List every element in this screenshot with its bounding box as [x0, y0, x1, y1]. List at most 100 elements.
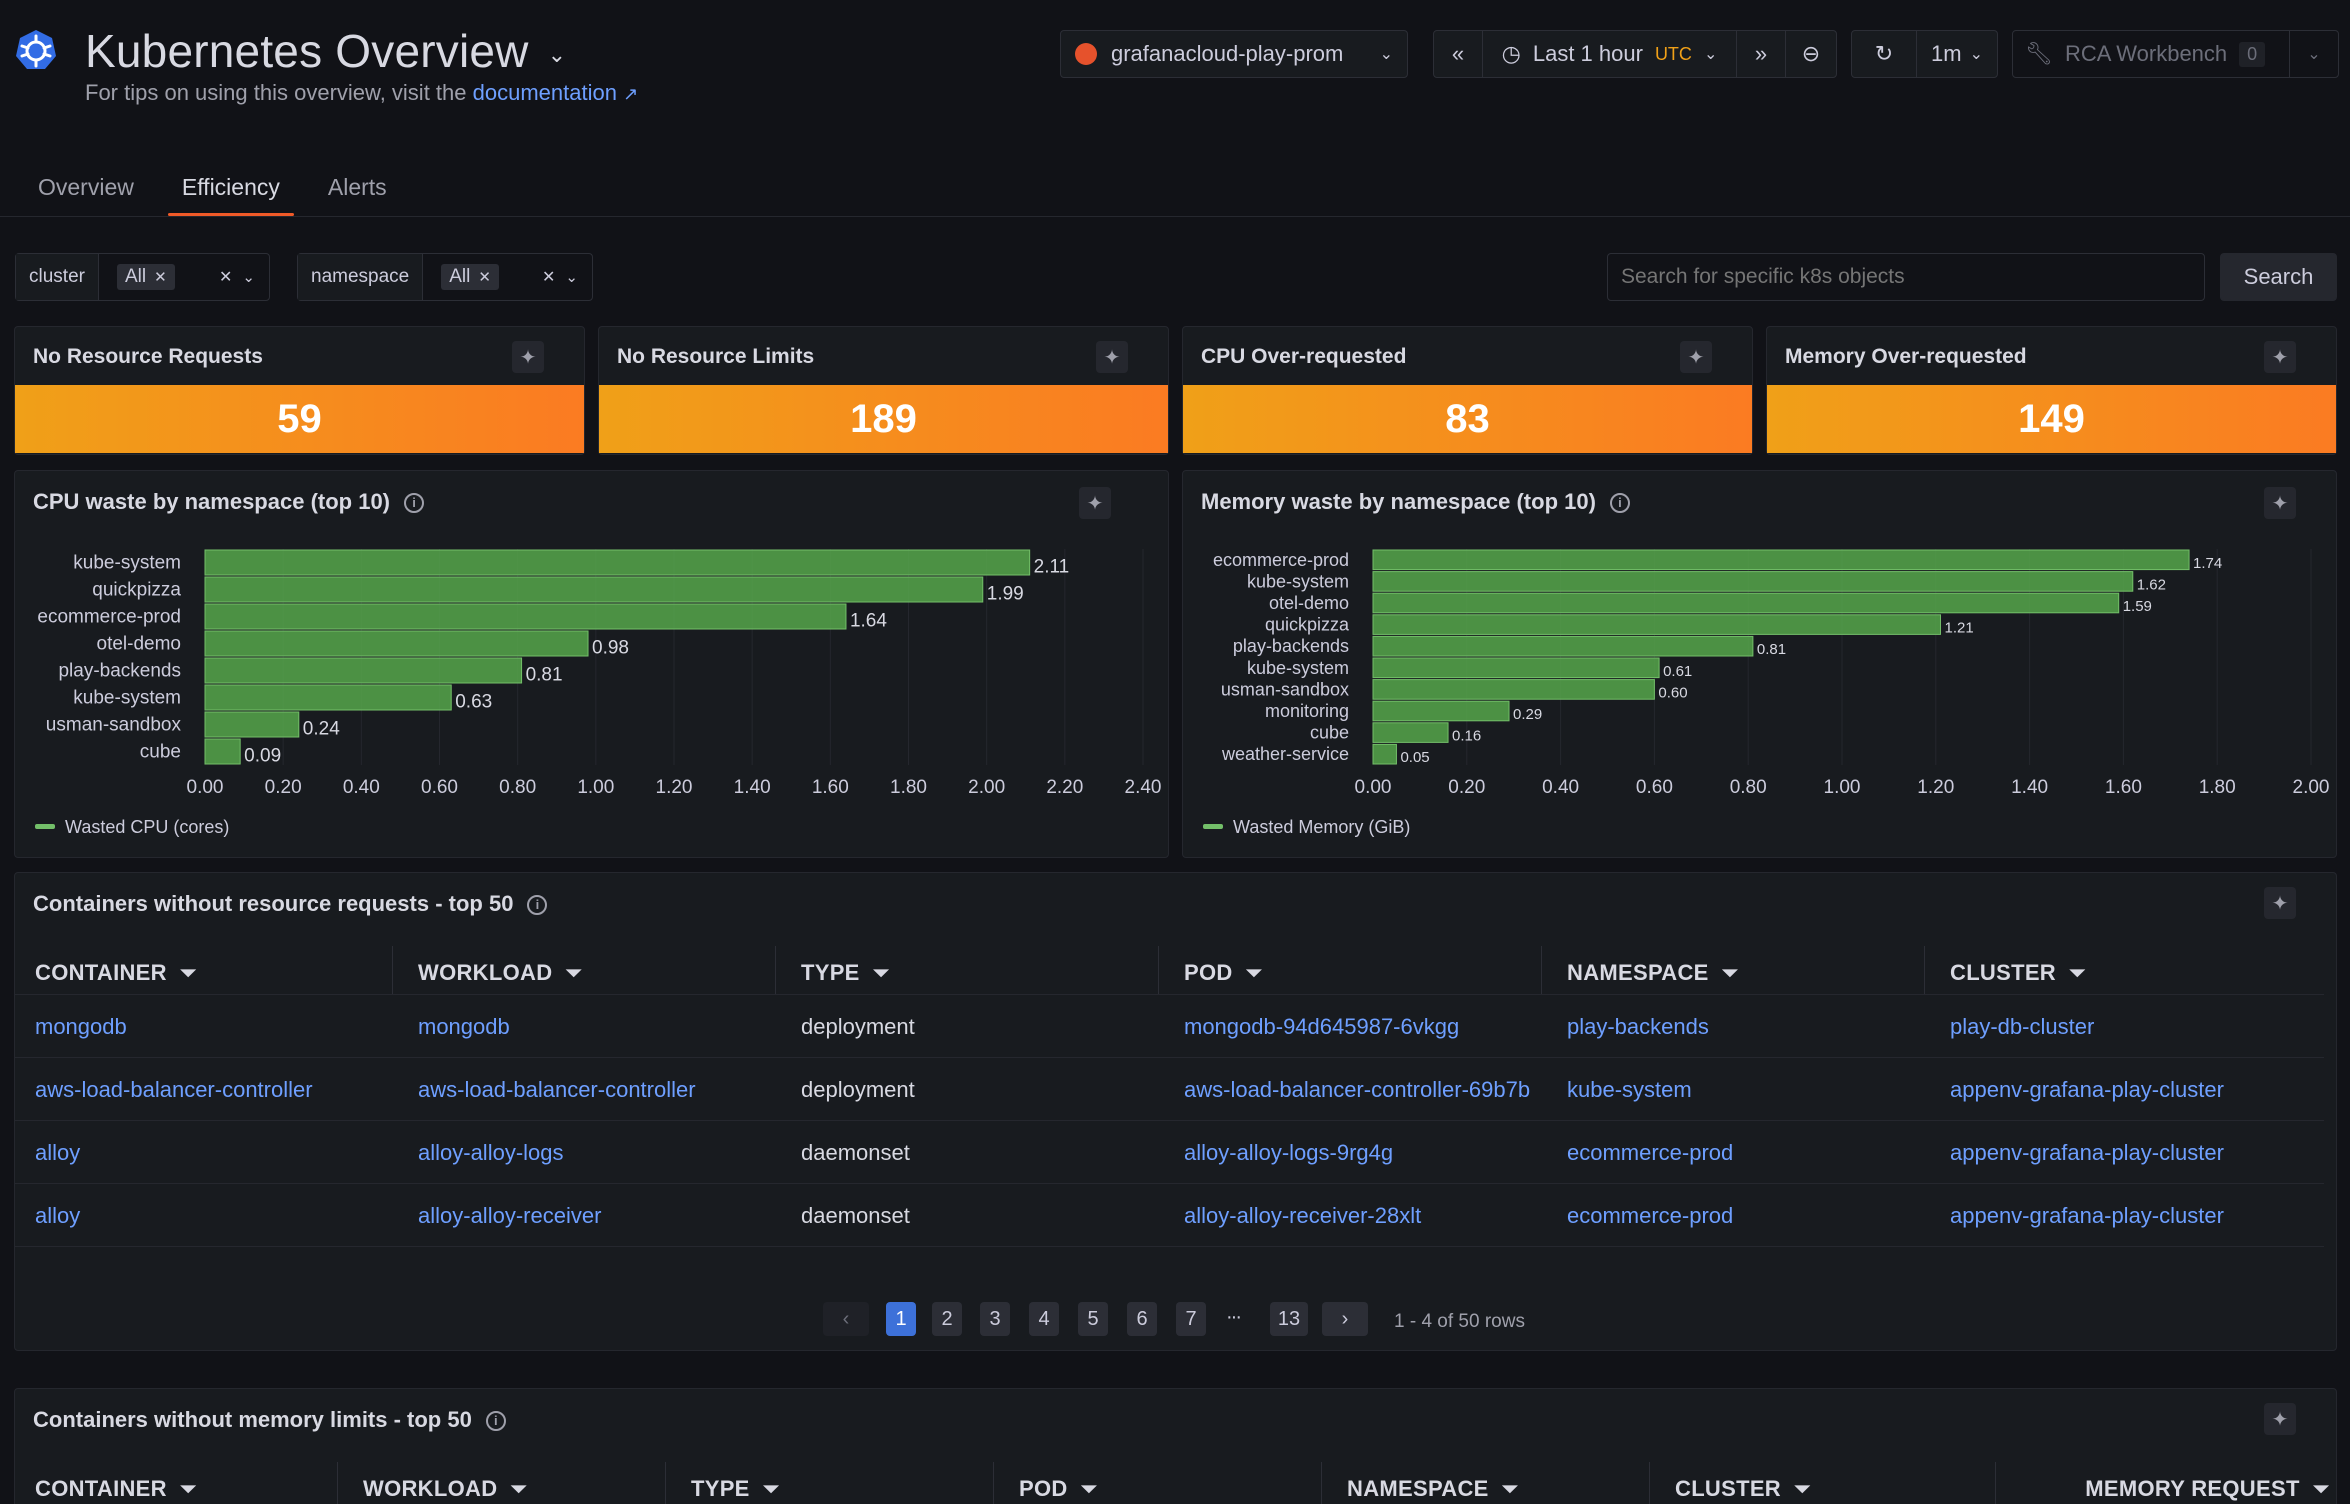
filter-icon[interactable]: ⏷: [755, 1476, 780, 1501]
column-divider[interactable]: [337, 1462, 338, 1504]
bar[interactable]: [1372, 549, 2190, 571]
clear-icon[interactable]: ✕: [219, 269, 233, 286]
rca-workbench-button[interactable]: 🔧︎ RCA Workbench 0: [2012, 30, 2290, 78]
column-divider[interactable]: [1321, 1462, 1322, 1504]
page-button-6[interactable]: 6: [1127, 1302, 1157, 1336]
namespace-filter[interactable]: namespace All ✕ ✕ ⌄: [297, 253, 593, 301]
tab-overview[interactable]: Overview: [38, 174, 134, 200]
filter-icon[interactable]: ⏷: [1787, 1476, 1812, 1501]
table-cell-link[interactable]: play-db-cluster: [1950, 1014, 2095, 1039]
legend-label[interactable]: Wasted CPU (cores): [65, 817, 229, 837]
column-divider[interactable]: [1158, 946, 1159, 994]
refresh-interval-picker[interactable]: 1m ⌄: [1916, 30, 1998, 78]
page-button-7[interactable]: 7: [1176, 1302, 1206, 1336]
table-cell-link[interactable]: mongodb: [418, 1014, 510, 1039]
table-cell-link[interactable]: play-backends: [1567, 1014, 1709, 1039]
table-cell-link[interactable]: alloy-alloy-receiver: [418, 1203, 602, 1228]
zoom-out-button[interactable]: ⊖: [1785, 30, 1837, 78]
table-cell-link[interactable]: aws-load-balancer-controller: [35, 1077, 313, 1102]
sparkle-icon[interactable]: ✦: [2264, 887, 2296, 919]
legend-label[interactable]: Wasted Memory (GiB): [1233, 817, 1410, 837]
remove-icon[interactable]: ✕: [478, 269, 491, 286]
next-page-button[interactable]: ›: [1322, 1302, 1368, 1336]
bar[interactable]: [204, 630, 589, 657]
info-icon[interactable]: i: [485, 1411, 506, 1432]
column-header[interactable]: WORKLOAD ⏷: [418, 960, 583, 985]
column-divider[interactable]: [993, 1462, 994, 1504]
table-cell-link[interactable]: alloy: [35, 1140, 81, 1165]
sparkle-icon[interactable]: ✦: [2264, 341, 2296, 373]
bar[interactable]: [1372, 722, 1449, 743]
legend-swatch[interactable]: [35, 824, 55, 829]
column-divider[interactable]: [1541, 946, 1542, 994]
time-shift-back-button[interactable]: «: [1433, 30, 1483, 78]
table-cell-link[interactable]: ecommerce-prod: [1567, 1203, 1734, 1228]
bar[interactable]: [1372, 743, 1397, 765]
filter-icon[interactable]: ⏷: [503, 1476, 528, 1501]
bar[interactable]: [204, 549, 1031, 576]
bar[interactable]: [1372, 700, 1510, 722]
search-button[interactable]: Search: [2220, 253, 2337, 301]
page-button-5[interactable]: 5: [1078, 1302, 1108, 1336]
page-button-4[interactable]: 4: [1029, 1302, 1059, 1336]
bar[interactable]: [204, 684, 452, 711]
page-button-1[interactable]: 1: [886, 1302, 916, 1336]
table-cell-link[interactable]: alloy-alloy-receiver-28xlt: [1184, 1203, 1422, 1228]
refresh-button[interactable]: ↻: [1851, 30, 1917, 78]
sparkle-icon[interactable]: ✦: [1096, 341, 1128, 373]
chevron-down-icon[interactable]: ⌄: [565, 269, 578, 286]
table-cell-link[interactable]: aws-load-balancer-controller: [418, 1077, 696, 1102]
clear-icon[interactable]: ✕: [542, 269, 556, 286]
filter-icon[interactable]: ⏷: [172, 960, 198, 985]
table-cell-link[interactable]: alloy: [35, 1203, 81, 1228]
bar[interactable]: [1372, 635, 1754, 657]
page-button-3[interactable]: 3: [980, 1302, 1010, 1336]
table-cell-link[interactable]: alloy-alloy-logs-9rg4g: [1184, 1140, 1394, 1165]
datasource-picker[interactable]: grafanacloud-play-prom ⌄: [1060, 30, 1408, 78]
remove-icon[interactable]: ✕: [154, 269, 167, 286]
table-cell-link[interactable]: kube-system: [1567, 1077, 1692, 1102]
time-shift-forward-button[interactable]: »: [1736, 30, 1786, 78]
column-header[interactable]: MEMORY REQUEST ⏷: [2085, 1476, 2330, 1501]
column-divider[interactable]: [1924, 946, 1925, 994]
table-cell-link[interactable]: appenv-grafana-play-cluster: [1950, 1077, 2224, 1102]
column-header[interactable]: NAMESPACE ⏷: [1567, 960, 1739, 985]
column-divider[interactable]: [392, 946, 393, 994]
column-header[interactable]: POD ⏷: [1019, 1476, 1098, 1501]
k8s-search-input[interactable]: [1607, 253, 2205, 301]
filter-icon[interactable]: ⏷: [1494, 1476, 1519, 1501]
column-header[interactable]: CLUSTER ⏷: [1950, 960, 2087, 985]
bar[interactable]: [204, 657, 523, 684]
filter-icon[interactable]: ⏷: [172, 1476, 198, 1501]
bar[interactable]: [1372, 679, 1655, 700]
table-cell-link[interactable]: appenv-grafana-play-cluster: [1950, 1203, 2224, 1228]
prev-page-button[interactable]: ‹: [823, 1302, 869, 1336]
column-header[interactable]: CONTAINER ⏷: [35, 960, 198, 985]
info-icon[interactable]: i: [404, 493, 425, 514]
column-header[interactable]: CLUSTER ⏷: [1675, 1476, 1812, 1501]
chevron-down-icon[interactable]: ⌄: [547, 41, 567, 67]
table-cell-link[interactable]: ecommerce-prod: [1567, 1140, 1734, 1165]
bar[interactable]: [1372, 614, 1941, 635]
sparkle-icon[interactable]: ✦: [2264, 1403, 2296, 1435]
filter-icon[interactable]: ⏷: [865, 960, 890, 985]
column-header[interactable]: TYPE ⏷: [691, 1476, 780, 1501]
bar[interactable]: [1372, 657, 1660, 679]
column-header[interactable]: CONTAINER ⏷: [35, 1476, 198, 1501]
bar[interactable]: [1372, 571, 2134, 592]
tab-efficiency[interactable]: Efficiency: [158, 160, 304, 216]
bar[interactable]: [204, 603, 847, 630]
info-icon[interactable]: i: [1609, 493, 1630, 514]
bar[interactable]: [204, 576, 984, 603]
column-divider[interactable]: [1649, 1462, 1650, 1504]
filter-icon[interactable]: ⏷: [1073, 1476, 1098, 1501]
table-cell-link[interactable]: mongodb-94d645987-6vkgg: [1184, 1014, 1460, 1039]
bar[interactable]: [204, 738, 241, 765]
bar[interactable]: [1372, 592, 2120, 614]
sparkle-icon[interactable]: ✦: [1680, 341, 1712, 373]
sparkle-icon[interactable]: ✦: [2264, 487, 2296, 519]
table-cell-link[interactable]: aws-load-balancer-controller-69b7b: [1184, 1077, 1531, 1102]
tab-alerts[interactable]: Alerts: [327, 174, 387, 200]
table-cell-link[interactable]: mongodb: [35, 1014, 127, 1039]
grafana-logo[interactable]: [14, 28, 58, 72]
